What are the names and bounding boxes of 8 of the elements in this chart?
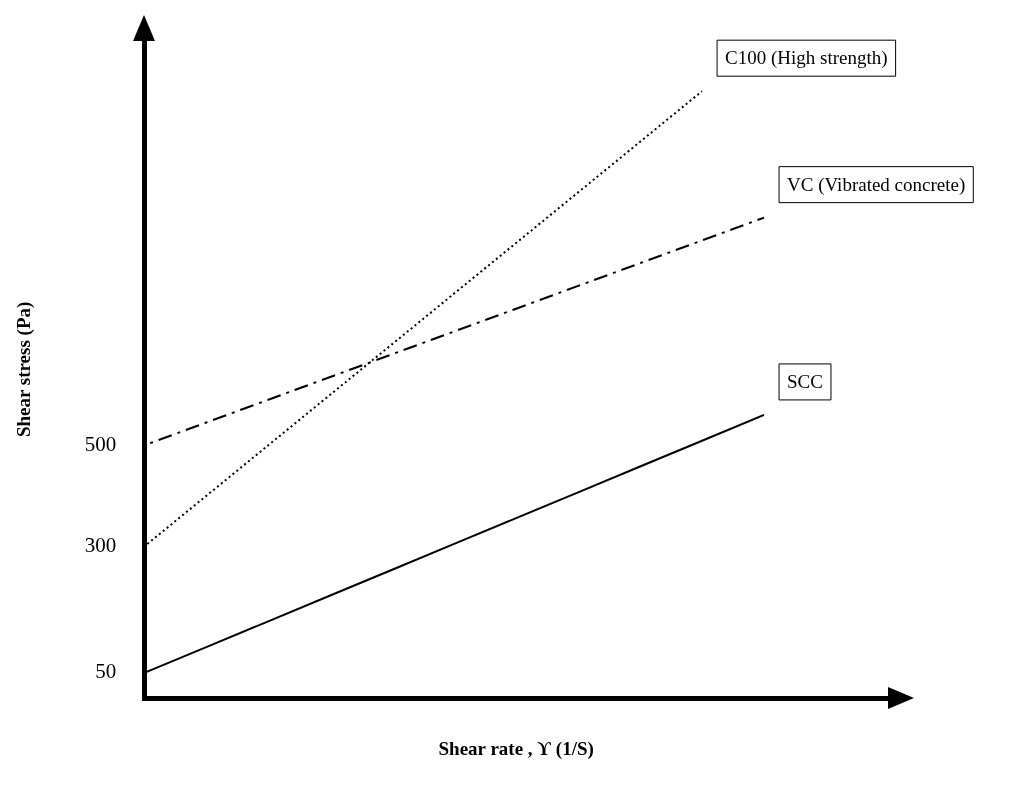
series-label: VC (Vibrated concrete) [787,173,966,196]
x-axis-title: Shear rate , ϒ (1/S) [438,737,594,760]
series-label: SCC [787,370,823,392]
y-tick-label: 50 [95,659,117,684]
y-tick-label: 500 [84,431,117,456]
series-label: C100 (High strength) [725,47,888,70]
y-tick-label: 300 [84,532,117,557]
y-axis-title: Shear stress (Pa) [13,301,36,438]
